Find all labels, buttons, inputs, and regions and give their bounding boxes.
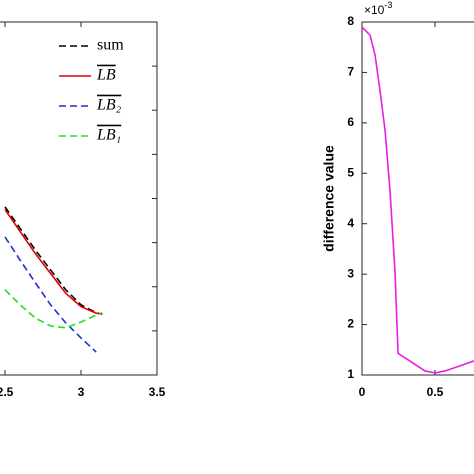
axes: 00.511.522.533.5012345678sumLBLB₂LB₁: [0, 21, 166, 399]
legend-label: LB₁: [96, 127, 121, 144]
series-line: [361, 26, 474, 374]
axes-box: [361, 21, 474, 376]
x-tick-label: 3: [78, 385, 85, 399]
legend-label: LB: [96, 67, 116, 84]
series-line: [4, 206, 103, 315]
y-tick-label: 8: [347, 14, 354, 28]
legend-label: LB₂: [96, 97, 122, 114]
exponent-power: -3: [384, 0, 392, 10]
legend-label: sum: [97, 37, 124, 54]
x-tick-label: 0: [359, 385, 366, 399]
y-axis-label: difference value: [321, 145, 337, 252]
series-line: [4, 236, 97, 353]
series-line: [4, 209, 103, 315]
legend-box: [55, 30, 151, 156]
series-line: [4, 289, 103, 329]
x-tick-label: 0.5: [427, 385, 444, 399]
x-tick-label: 3.5: [149, 385, 166, 399]
y-tick-label: 7: [347, 65, 354, 79]
y-tick-label: 5: [347, 165, 354, 179]
y-tick-label: 6: [347, 115, 354, 129]
exponent-base: ×10: [364, 3, 385, 17]
y-tick-label: 3: [347, 266, 354, 280]
x-tick-label: 2.5: [0, 385, 14, 399]
y-tick-label: 2: [347, 317, 354, 331]
y-tick-label: 1: [347, 367, 354, 381]
y-tick-label: 4: [347, 216, 354, 230]
exponent-label: ×10-3: [364, 0, 392, 17]
